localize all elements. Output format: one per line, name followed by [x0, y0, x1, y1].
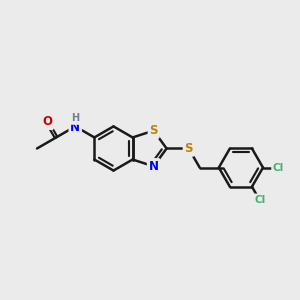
Text: S: S [149, 124, 158, 137]
Text: Cl: Cl [254, 195, 265, 205]
Text: N: N [148, 160, 159, 173]
Text: S: S [184, 142, 193, 155]
Text: N: N [70, 121, 80, 134]
Text: O: O [42, 115, 52, 128]
Text: H: H [71, 113, 79, 123]
Text: Cl: Cl [273, 163, 284, 172]
